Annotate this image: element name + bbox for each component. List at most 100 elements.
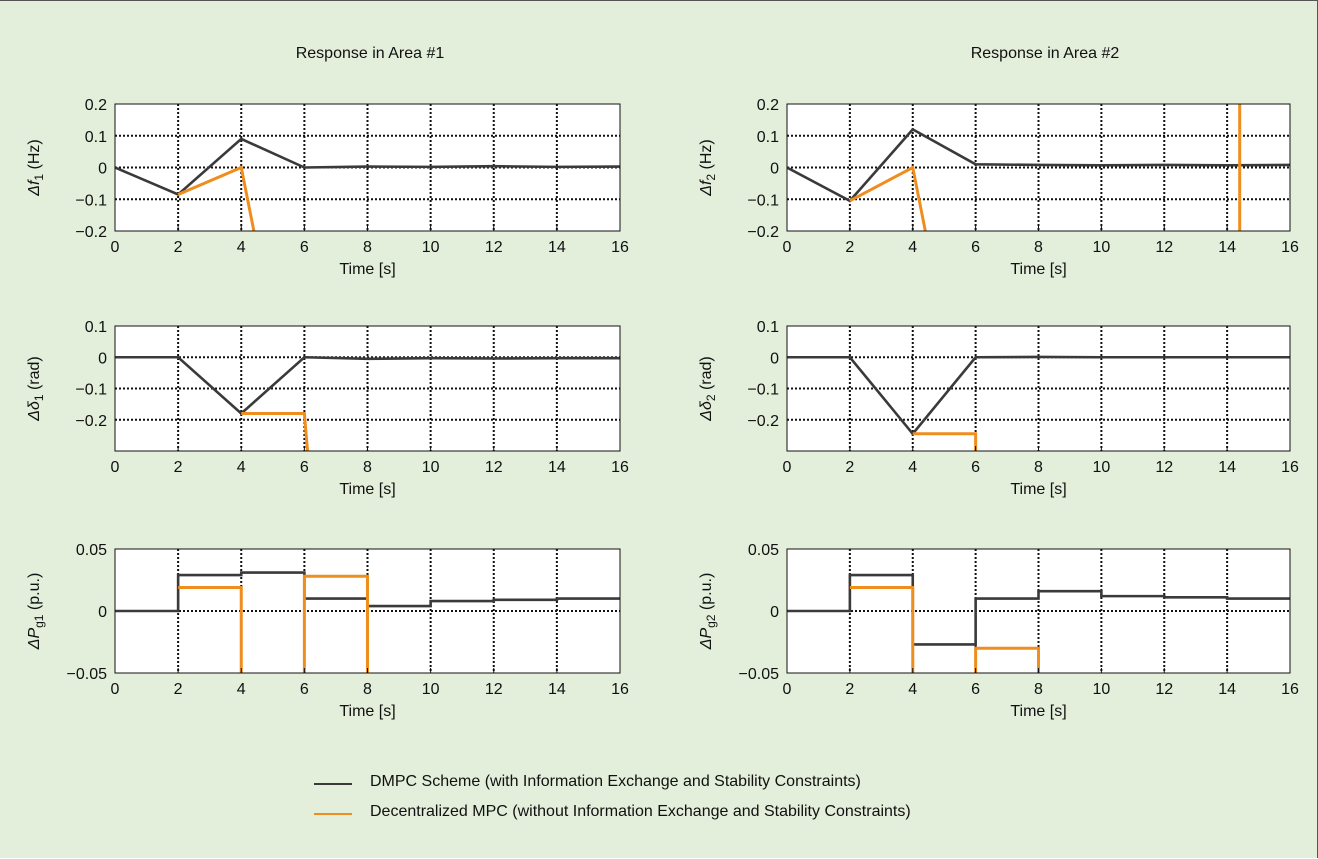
series-line-dmpc (115, 137, 620, 197)
y-tick-label: 0 (770, 604, 779, 621)
y-tick-label: 0.05 (748, 542, 779, 559)
y-axis-label-main: ΔP (698, 628, 715, 651)
x-tick-label: 16 (1281, 239, 1299, 256)
x-axis-label: Time [s] (339, 703, 395, 720)
y-tick-label: 0.1 (757, 319, 779, 336)
y-axis-label-sub: 2 (704, 174, 718, 181)
y-tick-label: −0.05 (739, 666, 780, 683)
legend-label-decentralized: Decentralized MPC (without Information E… (370, 803, 911, 820)
y-tick-label: −0.2 (747, 224, 779, 241)
series-line-dmpc (787, 573, 1290, 646)
x-tick-label: 12 (485, 239, 503, 256)
series-line-decentralized (177, 165, 256, 231)
x-tick-label: 14 (548, 459, 566, 476)
x-tick-label: 8 (363, 239, 372, 256)
x-tick-label: 2 (845, 239, 854, 256)
x-tick-label: 14 (548, 681, 566, 698)
x-tick-label: 16 (611, 459, 629, 476)
x-tick-label: 4 (908, 239, 917, 256)
y-tick-label: −0.05 (67, 666, 108, 683)
x-tick-label: 16 (1281, 681, 1299, 698)
x-tick-label: 10 (422, 681, 440, 698)
y-tick-label: 0.1 (85, 129, 107, 146)
y-axis-label-sub: g2 (704, 614, 718, 628)
y-axis-label-main: Δf (26, 179, 43, 197)
x-tick-label: 14 (548, 239, 566, 256)
series-line-dmpc (115, 355, 620, 416)
x-tick-label: 6 (971, 681, 980, 698)
y-axis-label-unit: (rad) (698, 356, 715, 394)
y-tick-label: −0.1 (75, 192, 107, 209)
x-axis-label: Time [s] (1010, 703, 1066, 720)
series-line-dmpc (787, 127, 1290, 203)
y-axis-label: Δδ1 (rad) (26, 356, 46, 422)
area2-title: Response in Area #2 (970, 45, 1120, 62)
x-tick-label: 12 (1155, 239, 1173, 256)
y-tick-label: −0.1 (747, 382, 779, 399)
x-tick-label: 10 (1092, 239, 1110, 256)
y-tick-label: 0.2 (757, 97, 779, 114)
x-tick-label: 0 (111, 239, 120, 256)
y-axis-label-unit: (p.u.) (698, 573, 715, 615)
y-axis-label-unit: (rad) (26, 356, 43, 394)
x-tick-label: 8 (363, 459, 372, 476)
x-tick-label: 14 (1218, 459, 1236, 476)
x-tick-label: 2 (845, 459, 854, 476)
x-axis-label: Time [s] (339, 481, 395, 498)
x-tick-label: 4 (237, 459, 246, 476)
plot-area (787, 326, 1290, 451)
series-line-decentralized (974, 646, 1040, 673)
x-tick-label: 4 (908, 681, 917, 698)
x-tick-label: 6 (300, 681, 309, 698)
legend-swatch-dmpc (314, 783, 352, 785)
x-tick-label: 4 (237, 681, 246, 698)
y-axis-label: Δδ2 (rad) (698, 356, 718, 422)
x-tick-label: 12 (1155, 459, 1173, 476)
x-tick-label: 2 (845, 681, 854, 698)
x-tick-label: 2 (174, 239, 183, 256)
series-line-decentralized (912, 432, 978, 451)
y-tick-label: 0.1 (85, 319, 107, 336)
x-tick-label: 6 (971, 239, 980, 256)
legend-swatch-decentralized (314, 813, 352, 815)
x-tick-label: 0 (111, 459, 120, 476)
y-axis-label: ΔPg2 (p.u.) (698, 573, 718, 651)
y-axis-label-sub: g1 (32, 614, 46, 628)
y-axis-label: Δf2 (Hz) (698, 139, 718, 197)
x-tick-label: 0 (783, 239, 792, 256)
x-tick-label: 2 (174, 459, 183, 476)
x-tick-label: 14 (1218, 239, 1236, 256)
y-axis-label-main: Δδ (698, 400, 715, 422)
y-axis-label-unit: (p.u.) (26, 573, 43, 615)
chart-panel-1: 0 2 4 6 8 10 12 14 16 −0.2 −0.1 0 0.1 0.2 Time [s] Δf1 … (26, 97, 629, 278)
x-tick-label: 8 (363, 681, 372, 698)
x-tick-label: 8 (1034, 459, 1043, 476)
y-axis-label-main: Δδ (26, 400, 43, 422)
y-axis-label-main: Δf (698, 179, 715, 197)
y-axis-label-unit: (Hz) (698, 139, 715, 174)
y-tick-label: 0 (770, 350, 779, 367)
y-tick-label: 0 (98, 604, 107, 621)
series-line-decentralized (178, 585, 243, 673)
series-line-dmpc (787, 355, 1290, 436)
area1-title: Response in Area #1 (295, 45, 445, 62)
x-tick-label: 6 (300, 239, 309, 256)
series-line-decentralized (302, 574, 369, 673)
y-axis-label-sub: 2 (704, 394, 718, 401)
legend-label-dmpc: DMPC Scheme (with Information Exchange a… (370, 773, 861, 790)
x-tick-label: 10 (422, 239, 440, 256)
x-axis-label: Time [s] (1010, 261, 1066, 278)
x-tick-label: 10 (422, 459, 440, 476)
x-tick-label: 6 (300, 459, 309, 476)
x-tick-label: 16 (611, 681, 629, 698)
y-tick-label: −0.2 (75, 413, 107, 430)
x-axis-label: Time [s] (1010, 481, 1066, 498)
y-tick-label: −0.1 (747, 192, 779, 209)
x-tick-label: 2 (174, 681, 183, 698)
y-tick-label: 0 (98, 161, 107, 178)
